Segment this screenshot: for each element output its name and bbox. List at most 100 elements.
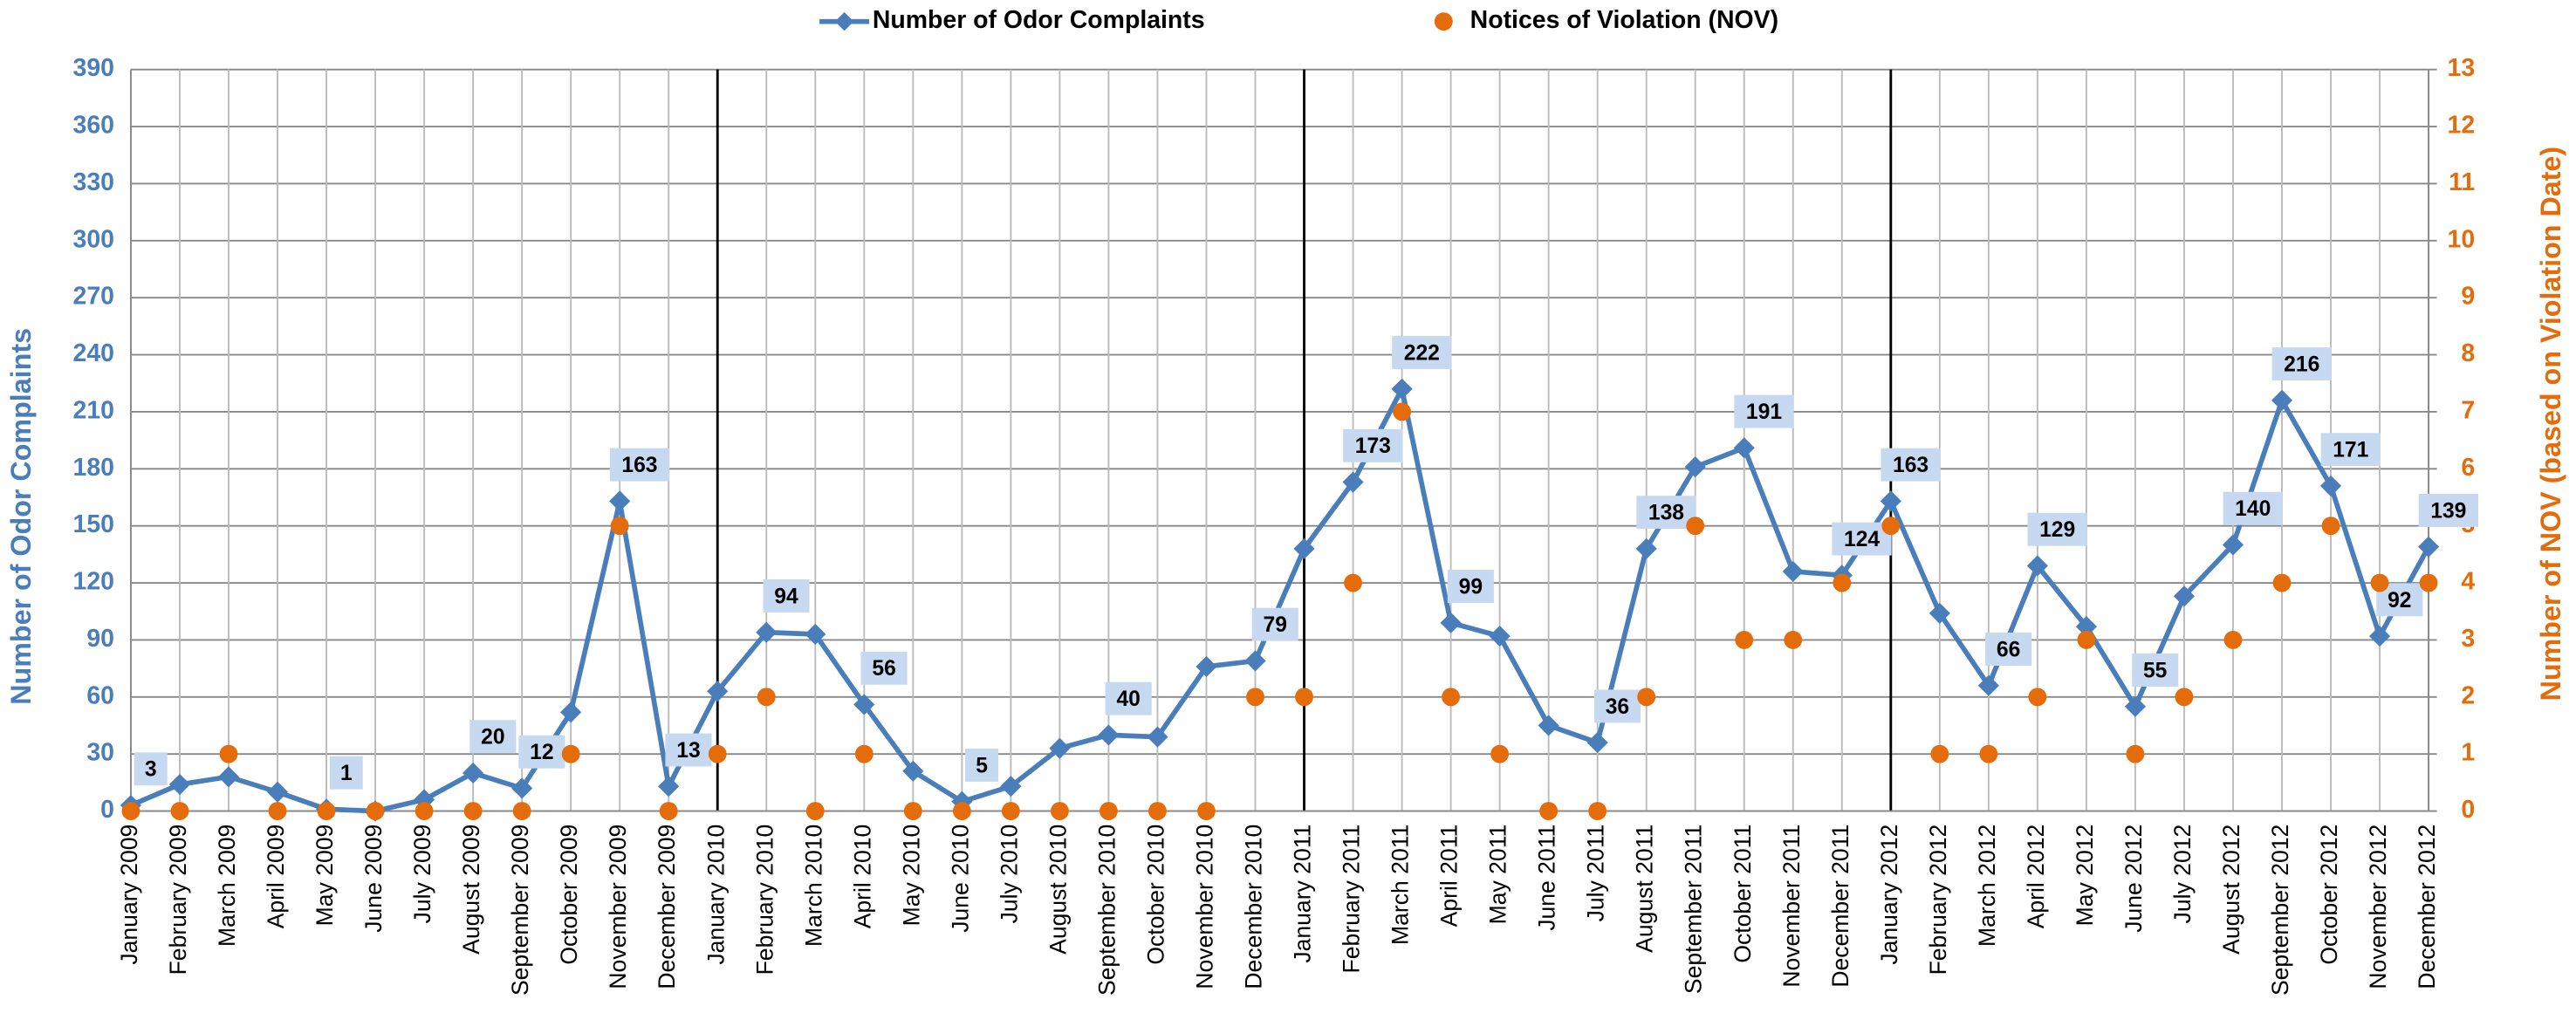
x-tick-label: January 2010 (702, 825, 729, 965)
nov-marker (219, 744, 238, 763)
x-tick-label: February 2009 (165, 825, 191, 975)
complaint-marker (1049, 737, 1071, 759)
y2-tick-label: 6 (2461, 454, 2475, 482)
complaint-marker (805, 623, 826, 645)
data-label: 92 (2388, 589, 2411, 613)
x-tick-label: December 2012 (2414, 825, 2440, 989)
nov-marker (561, 744, 580, 763)
y-tick-label: 330 (73, 168, 114, 196)
data-label: 140 (2235, 497, 2271, 521)
x-tick-label: March 2011 (1387, 825, 1414, 945)
data-label: 3 (145, 758, 157, 782)
x-tick-label: July 2009 (409, 825, 435, 924)
x-tick-label: April 2011 (1436, 825, 1463, 927)
data-label-box (1832, 522, 1892, 556)
nov-marker (1295, 688, 1313, 707)
complaint-marker (1538, 715, 1559, 736)
y2-tick-label: 1 (2461, 739, 2475, 767)
nov-marker (2175, 688, 2194, 707)
nov-marker (366, 802, 385, 820)
nov-marker (854, 744, 874, 763)
nov-marker (659, 802, 678, 820)
legend-marker (834, 11, 854, 31)
nov-marker (1637, 688, 1656, 707)
data-label-box (763, 579, 810, 613)
x-tick-label: August 2011 (1632, 825, 1658, 953)
y-tick-label: 210 (73, 396, 114, 424)
y-tick-label: 120 (73, 568, 114, 596)
nov-marker (610, 517, 629, 536)
nov-marker (1686, 517, 1705, 536)
x-tick-label: December 2010 (1241, 825, 1267, 989)
data-label: 99 (1459, 575, 1483, 599)
complaint-marker (2368, 626, 2391, 647)
x-tick-label: January 2009 (116, 825, 142, 965)
nov-marker (2419, 573, 2438, 592)
data-label-box (134, 752, 168, 786)
complaint-marker (511, 777, 533, 799)
legend-label: Number of Odor Complaints (873, 6, 1205, 34)
nov-marker (903, 802, 922, 820)
y2-tick-label: 12 (2448, 112, 2476, 140)
data-label-box (860, 651, 908, 685)
y2-tick-label: 10 (2448, 225, 2476, 253)
data-label-box (665, 733, 712, 767)
x-tick-label: October 2009 (556, 825, 582, 965)
data-label-box (1251, 607, 1298, 641)
data-label: 171 (2333, 439, 2368, 462)
x-tick-label: February 2012 (1925, 825, 1951, 975)
complaint-marker (1586, 732, 1608, 754)
data-label: 66 (1997, 638, 2020, 661)
data-label: 173 (1355, 435, 1391, 458)
data-label: 5 (976, 754, 988, 777)
y2-axis-label: Number of NOV (based on Violation Date) (2535, 147, 2566, 702)
nov-marker (708, 744, 727, 763)
data-label: 79 (1264, 613, 1287, 637)
data-label: 124 (1844, 528, 1880, 551)
complaint-marker (266, 781, 289, 803)
x-tick-label: August 2009 (458, 825, 484, 955)
nov-marker (757, 688, 776, 707)
nov-marker (512, 802, 531, 820)
nov-marker (1148, 802, 1167, 820)
x-tick-label: September 2012 (2267, 825, 2293, 996)
nov-marker (1930, 744, 1949, 763)
nov-marker (1344, 573, 1362, 592)
nov-marker (1490, 744, 1510, 763)
y-tick-label: 60 (86, 681, 114, 709)
x-tick-label: September 2009 (507, 825, 533, 996)
x-tick-label: March 2010 (800, 825, 826, 947)
complaint-marker (1098, 724, 1120, 746)
data-label-box (1734, 394, 1794, 428)
data-label: 12 (530, 741, 553, 764)
data-label-box (2027, 512, 2087, 546)
nov-marker (2223, 630, 2243, 649)
data-label-box (609, 448, 670, 482)
x-tick-label: May 2011 (1485, 825, 1511, 925)
data-label: 40 (1116, 688, 1140, 711)
y2-tick-label: 9 (2461, 283, 2475, 311)
complaint-marker (462, 762, 484, 784)
complaint-marker (217, 766, 240, 788)
x-tick-label: May 2009 (312, 825, 338, 927)
complaint-marker (1489, 626, 1511, 647)
nov-marker (1001, 802, 1020, 820)
data-label-box (2320, 433, 2381, 467)
complaint-marker (1391, 378, 1413, 400)
complaint-marker (1782, 560, 1804, 583)
complaint-marker (1684, 456, 1706, 478)
x-tick-label: February 2010 (751, 825, 778, 975)
data-label: 129 (2039, 518, 2075, 542)
nov-marker (2272, 573, 2292, 592)
complaint-marker (168, 773, 191, 796)
y-tick-label: 90 (86, 625, 114, 653)
complaints-line (129, 381, 2431, 814)
data-label-box (469, 720, 517, 754)
data-label: 1 (340, 762, 353, 785)
x-tick-label: June 2011 (1534, 825, 1560, 931)
data-label: 20 (481, 726, 504, 749)
x-tick-label: August 2012 (2218, 825, 2244, 955)
y2-tick-label: 0 (2461, 796, 2475, 824)
complaint-marker (1440, 612, 1462, 633)
data-label: 138 (1648, 502, 1684, 525)
